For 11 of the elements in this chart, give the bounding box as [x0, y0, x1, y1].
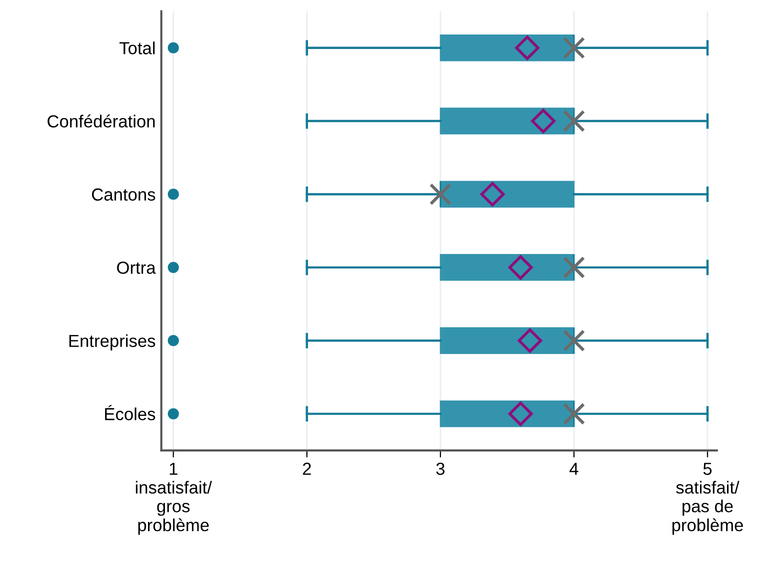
- x-tick-label: 4: [570, 462, 578, 475]
- x-tick-label: 3: [436, 462, 444, 475]
- y-tick-label: Confédération: [48, 114, 155, 128]
- x-tick-label: 1 insatisfait/ gros problème: [136, 462, 212, 535]
- y-tick-label: Entreprises: [69, 334, 156, 351]
- y-tick-label: Total: [120, 42, 155, 54]
- y-tick-label: Ortra: [117, 262, 156, 274]
- y-tick-label: Cantons: [92, 188, 156, 201]
- x-tick-label: 5 satisfait/ pas de problème: [672, 462, 743, 535]
- y-tick-label: Écoles: [105, 405, 156, 420]
- x-tick-label: 2: [302, 462, 311, 475]
